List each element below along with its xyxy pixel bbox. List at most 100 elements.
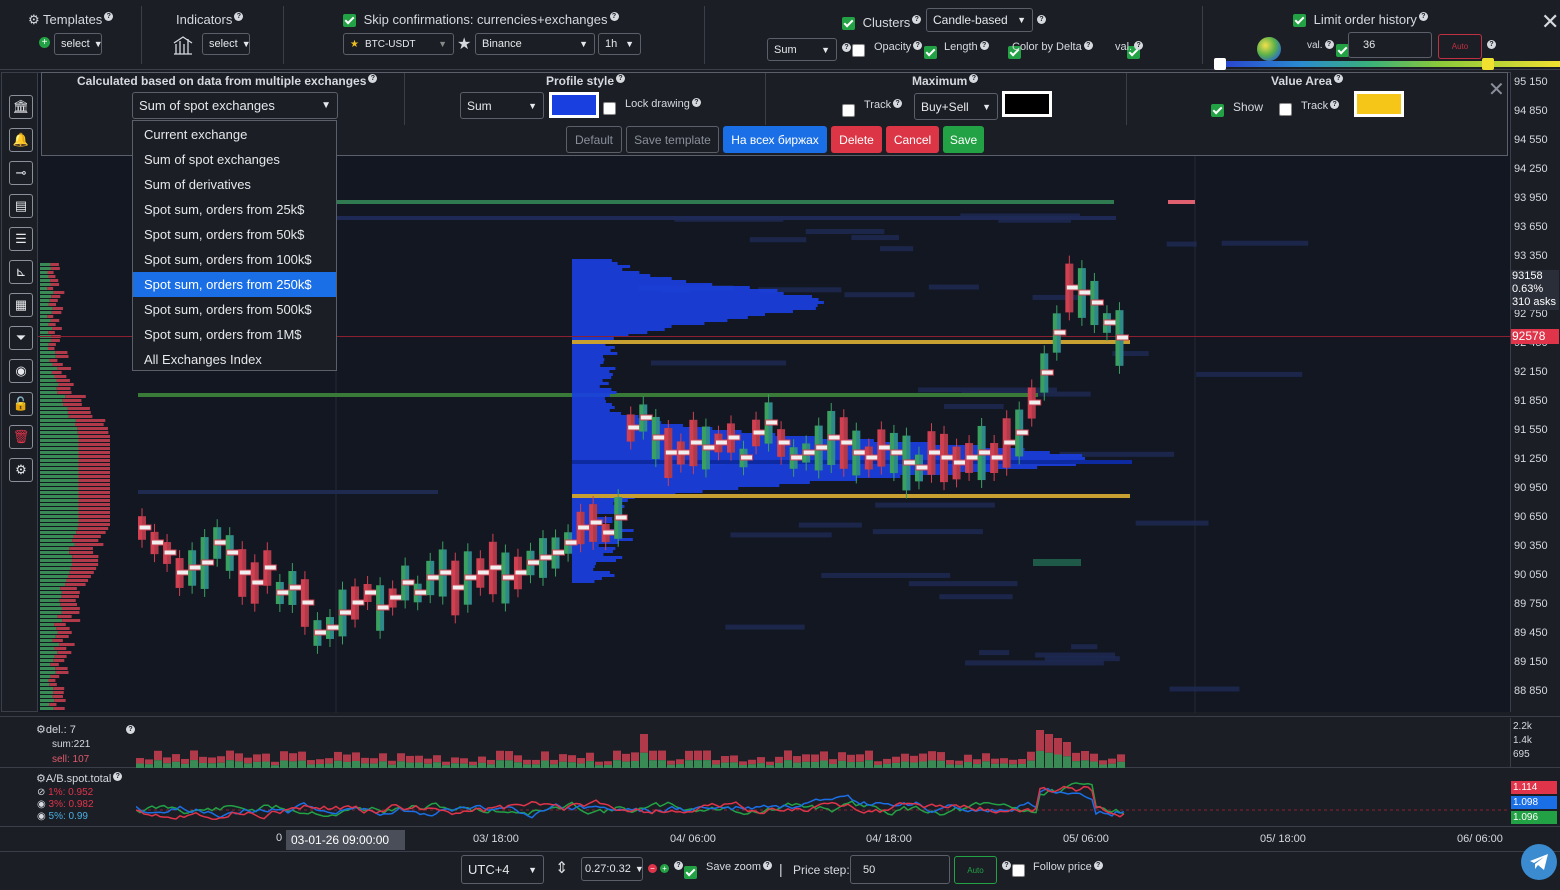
zoom-out-icon[interactable]: −: [648, 864, 657, 873]
help-icon[interactable]: ?: [368, 74, 378, 83]
va-show-checkbox[interactable]: [1211, 104, 1224, 118]
cancel-button[interactable]: Cancel: [886, 126, 939, 153]
help-icon[interactable]: ?: [104, 12, 114, 21]
slider-handle-left[interactable]: [1214, 58, 1226, 70]
price-axis[interactable]: 95 150 94 850 94 550 94 250 93 950 93 650 93 3…: [1510, 72, 1560, 712]
profile-color-swatch[interactable]: [549, 92, 599, 118]
clusters-agg-select[interactable]: Sum ▼: [767, 38, 837, 61]
help-icon[interactable]: ?: [234, 12, 244, 21]
profile-icon[interactable]: ▤: [9, 194, 33, 218]
follow-price-checkbox[interactable]: [1012, 864, 1025, 877]
length-checkbox[interactable]: [924, 46, 937, 60]
calendar-icon[interactable]: ▦: [9, 293, 33, 317]
opacity-checkbox[interactable]: [852, 44, 865, 57]
limit-history-group[interactable]: Limit order history?: [1293, 12, 1428, 28]
eye-off-icon[interactable]: ⊘: [37, 787, 46, 798]
indicators-select[interactable]: select ▼: [202, 33, 251, 55]
help-icon[interactable]: ?: [1487, 40, 1496, 49]
close-icon[interactable]: ✕: [1541, 9, 1560, 34]
templates-select[interactable]: select ▼: [54, 33, 103, 55]
skip-confirm-checkbox[interactable]: [343, 14, 356, 28]
limit-val-checkbox[interactable]: [1336, 44, 1350, 58]
dropdown-option[interactable]: Spot sum, orders from 50k$: [144, 227, 305, 242]
dropdown-option[interactable]: Spot sum, orders from 250k$: [133, 272, 336, 297]
color-palette-icon[interactable]: [1257, 37, 1281, 61]
save-zoom-checkbox[interactable]: [684, 866, 697, 880]
va-color-swatch[interactable]: [1354, 91, 1404, 117]
color-by-delta-checkbox[interactable]: [1008, 46, 1022, 60]
add-template-icon[interactable]: +: [39, 37, 50, 48]
delta-histogram[interactable]: [136, 718, 1510, 768]
slider-handle-right[interactable]: [1482, 58, 1494, 70]
ab-ratio-chart[interactable]: [136, 769, 1510, 827]
trash-icon[interactable]: 🗑: [9, 425, 33, 449]
calc-source-dropdown[interactable]: Current exchange Sum of spot exchanges Sum…: [132, 120, 337, 371]
dropdown-option[interactable]: Current exchange: [144, 127, 248, 142]
clusters-mode-select[interactable]: Candle-based ▼: [926, 8, 1033, 32]
time-axis[interactable]: 0 03-01-26 09:00:00 03/ 18:00 04/ 06:00 …: [0, 828, 1560, 852]
timeframe-select[interactable]: 1h ▼: [598, 33, 641, 55]
dropdown-option[interactable]: Sum of derivatives: [144, 177, 251, 192]
calc-source-select[interactable]: Sum of spot exchanges ▼: [132, 92, 338, 119]
close-panel-icon[interactable]: ✕: [1488, 79, 1505, 101]
help-icon[interactable]: ?: [609, 12, 619, 21]
price-step-input[interactable]: 50: [850, 855, 950, 884]
exchange-select[interactable]: Binance ▼: [475, 33, 595, 55]
profile-agg-select[interactable]: Sum ▼: [460, 92, 544, 119]
filter-icon[interactable]: ⏷: [9, 326, 33, 350]
help-icon[interactable]: ?: [1002, 861, 1011, 870]
clusters-checkbox[interactable]: [842, 17, 855, 31]
help-icon[interactable]: ?: [1418, 12, 1428, 21]
dropdown-option[interactable]: Spot sum, orders from 100k$: [144, 252, 312, 267]
settings-icon[interactable]: ⚙: [9, 458, 33, 482]
dropdown-option[interactable]: Spot sum, orders from 500k$: [144, 302, 312, 317]
help-icon[interactable]: ?: [969, 74, 979, 83]
eye-icon[interactable]: ◉: [37, 799, 46, 810]
va-track-checkbox[interactable]: [1279, 103, 1292, 116]
clusters-group[interactable]: Clusters?: [842, 15, 922, 31]
indicators-icon[interactable]: [172, 35, 194, 55]
help-icon[interactable]: ?: [616, 74, 626, 83]
dropdown-option[interactable]: Spot sum, orders from 25k$: [144, 202, 305, 217]
horizontal-line-icon[interactable]: ⊸: [9, 161, 33, 185]
limit-auto-button[interactable]: Auto: [1438, 34, 1482, 59]
lock-drawing-checkbox[interactable]: [603, 102, 616, 115]
gear-icon[interactable]: ⚙: [36, 773, 46, 785]
help-icon[interactable]: ?: [1333, 74, 1343, 83]
dropdown-option[interactable]: Spot sum, orders from 1M$: [144, 327, 302, 342]
help-icon[interactable]: ?: [842, 43, 851, 52]
favorite-star-icon[interactable]: ★: [457, 36, 472, 53]
dropdown-option[interactable]: Sum of spot exchanges: [144, 152, 280, 167]
dropdown-option[interactable]: All Exchanges Index: [144, 352, 262, 367]
help-icon[interactable]: ?: [763, 861, 773, 870]
compress-icon[interactable]: ⇕: [555, 860, 569, 877]
max-mode-select[interactable]: Buy+Sell ▼: [914, 93, 998, 120]
price-step-auto-button[interactable]: Auto: [954, 856, 997, 884]
help-icon[interactable]: ?: [126, 725, 135, 734]
bell-icon[interactable]: 🔔: [9, 128, 33, 152]
max-color-swatch[interactable]: [1002, 91, 1052, 117]
max-track-checkbox[interactable]: [842, 104, 855, 117]
skip-confirmations[interactable]: Skip confirmations: currencies+exchanges…: [343, 12, 619, 28]
zoom-in-icon[interactable]: +: [660, 864, 669, 873]
help-icon[interactable]: ?: [674, 861, 683, 870]
price-chart[interactable]: [38, 73, 1510, 713]
eye-icon[interactable]: ◉: [37, 811, 46, 822]
help-icon[interactable]: ?: [1093, 861, 1103, 870]
help-icon[interactable]: ?: [912, 15, 922, 24]
eye-icon[interactable]: ◉: [9, 359, 33, 383]
exchange-icon[interactable]: 🏛: [9, 95, 33, 119]
limit-history-checkbox[interactable]: [1293, 14, 1306, 28]
limit-value-input[interactable]: 36: [1348, 32, 1432, 58]
symbol-select[interactable]: ★ BTC-USDT ▼: [343, 33, 454, 55]
gear-icon[interactable]: ⚙: [36, 724, 46, 736]
telegram-icon[interactable]: [1521, 844, 1557, 880]
all-exchanges-button[interactable]: На всех биржах: [723, 126, 827, 153]
ruler-icon[interactable]: ⊾: [9, 260, 33, 284]
lines-icon[interactable]: ☰: [9, 227, 33, 251]
help-icon[interactable]: ?: [1037, 15, 1046, 24]
limit-color-slider[interactable]: [1214, 58, 1560, 70]
lock-icon[interactable]: 🔓: [9, 392, 33, 416]
save-button[interactable]: Save: [943, 126, 984, 153]
opacity-control[interactable]: [852, 41, 865, 57]
